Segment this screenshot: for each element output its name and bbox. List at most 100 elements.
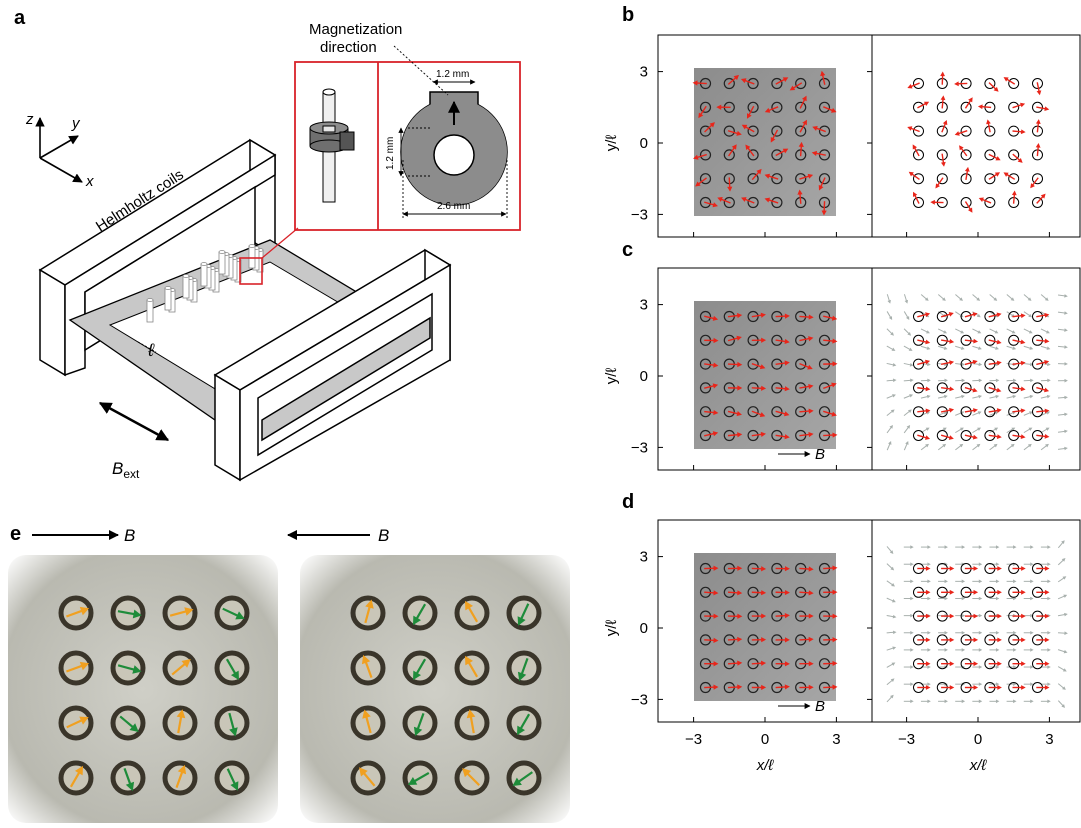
magnet-photo-ring (723, 77, 735, 90)
field-arrow (1023, 378, 1034, 383)
magnet-photo-ring (699, 310, 712, 323)
field-arrow (1006, 648, 1017, 652)
magnet-sim-arrow (941, 386, 955, 392)
axis-x-label: x (85, 173, 94, 190)
magnet-sim-ring (960, 197, 972, 208)
magnet-arrow (823, 432, 838, 438)
magnet-arrow (66, 661, 90, 673)
magnet-arrow (693, 153, 707, 160)
magnet-arrow (799, 684, 814, 690)
field-arrow (972, 345, 982, 350)
magnet-arrow (764, 173, 779, 180)
magnet-arrow (727, 130, 742, 136)
magnet-arrow (775, 566, 790, 572)
field-arrow (938, 545, 948, 549)
magnet-sim-arrow (1012, 102, 1026, 109)
magnet-arrow (821, 201, 827, 216)
magnet-arrow (775, 338, 790, 345)
magnet-arrow (799, 431, 814, 438)
field-arrow (972, 394, 983, 399)
magnet-arrow (775, 637, 790, 643)
field-arrow (1040, 682, 1051, 686)
pillar-array (146, 244, 264, 323)
magnet-sim-arrow (941, 661, 955, 667)
magnet-sim-arrow (907, 126, 920, 133)
magnet-sim-ring (1008, 78, 1020, 89)
magnet-sim-ring (936, 334, 948, 346)
field-arrow (955, 394, 965, 399)
highlight-box (239, 257, 263, 285)
x-axis-label: x/ℓ (969, 757, 988, 774)
field-arrow (1040, 294, 1049, 301)
magnet-sim-arrow (988, 637, 1002, 643)
field-arrow (937, 443, 947, 451)
magnet-sim-arrow (988, 661, 1002, 667)
field-arrow (920, 378, 931, 383)
field-arrow (1040, 427, 1050, 434)
pillar-top (200, 262, 208, 266)
magnet-photo-ring (771, 334, 783, 346)
magnet-sim-arrow (964, 661, 979, 667)
pillar-top (146, 298, 154, 302)
field-arrow (1023, 682, 1034, 686)
magnet-arrow (799, 95, 807, 109)
magnet-arrow (764, 197, 779, 204)
magnet-arrow (741, 197, 755, 204)
field-arrow (886, 662, 896, 668)
panel-b-letter: b (622, 4, 634, 26)
field-arrow (903, 394, 914, 399)
magnet-sim-ring (913, 197, 924, 208)
field-arrow (955, 345, 965, 350)
field-arrow (920, 443, 929, 451)
magnet-arrow (362, 709, 372, 734)
magnet-arrow (727, 74, 740, 85)
magnet-photo-ring (771, 125, 783, 137)
magnet-arrow (704, 122, 715, 133)
inset-frame (294, 61, 521, 231)
field-arrow (955, 427, 964, 434)
field-arrow (938, 648, 948, 652)
field-arrow (920, 394, 931, 399)
field-arrow (886, 345, 896, 351)
magnet-sim-ring (984, 430, 996, 441)
magnet-sim-arrow (941, 589, 955, 595)
helmholtz-coil-front (213, 248, 452, 482)
field-arrow (1040, 443, 1049, 451)
pillar (218, 251, 226, 275)
panel-d-letter: d (622, 491, 634, 513)
field-arrow (903, 362, 914, 367)
magnet-sim-arrow (912, 144, 920, 157)
magnet-arrow (799, 408, 814, 414)
magnet-sim-arrow (988, 408, 1002, 413)
magnet-arrow (225, 658, 239, 681)
magnet-sim-arrow (1036, 106, 1050, 112)
magnet-photo-ring (795, 125, 807, 137)
magnet-arrow (727, 432, 743, 438)
magnet-sim-arrow (988, 589, 1002, 595)
magnet-sim-arrow (1012, 313, 1026, 319)
magnet-sim-arrow (1036, 589, 1050, 595)
magnet-photo-ring (818, 125, 831, 137)
magnet-sim-ring (1008, 101, 1020, 113)
magnet-arrow (228, 712, 238, 737)
field-arrow (1006, 699, 1017, 704)
field-arrow (1057, 362, 1068, 366)
magnet-arrow (727, 613, 743, 619)
field-arrow (1006, 378, 1017, 383)
y-tick-label: −3 (631, 439, 648, 456)
magnet-sim-arrow (964, 97, 973, 109)
magnet-arrow (775, 313, 790, 319)
pillar-top (248, 244, 256, 248)
magnet-sim-ring (960, 358, 972, 370)
field-arrow (1006, 294, 1015, 301)
magnet-arrow (69, 765, 83, 788)
magnet-arrow (727, 590, 743, 596)
magnet-arrow (775, 148, 789, 157)
field-arrow (938, 579, 948, 584)
field-arrow (1023, 699, 1034, 704)
magnet-arrow (704, 201, 718, 208)
field-arrow (1023, 411, 1033, 416)
magnet-arrow (727, 410, 742, 417)
field-arrow (1023, 613, 1034, 618)
magnet-arrow (751, 385, 767, 391)
